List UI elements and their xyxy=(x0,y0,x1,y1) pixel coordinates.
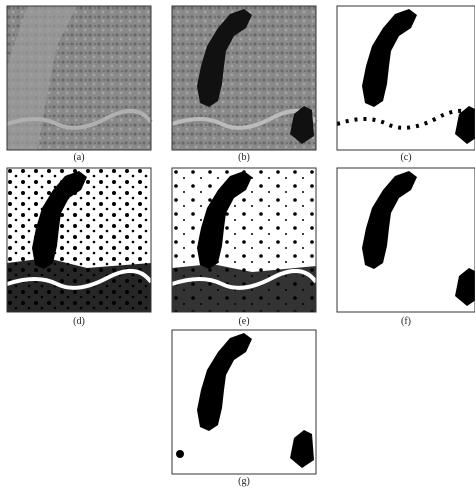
caption: (a) xyxy=(73,152,84,163)
caption: (e) xyxy=(238,316,249,327)
panel-c xyxy=(337,6,475,150)
panel-d xyxy=(7,168,151,312)
panel-a xyxy=(7,6,151,150)
caption: (c) xyxy=(400,152,411,163)
caption: (b) xyxy=(238,152,250,163)
panel-b xyxy=(172,6,316,150)
panel-g xyxy=(172,330,316,474)
panel-f xyxy=(337,168,475,312)
caption: (g) xyxy=(238,476,250,487)
caption: (f) xyxy=(401,316,411,327)
figure: (a) (b) (c) (d) (e) (f) xyxy=(0,0,475,489)
caption: (d) xyxy=(73,316,85,327)
panel-e xyxy=(172,168,316,312)
